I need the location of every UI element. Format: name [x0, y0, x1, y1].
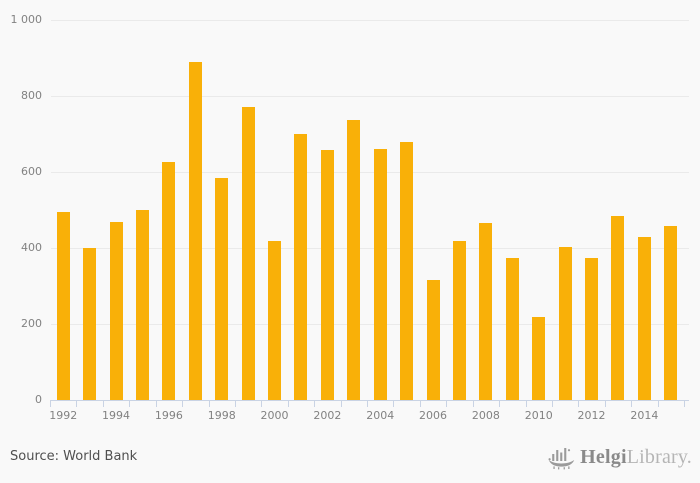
x-axis-tick [314, 400, 316, 407]
bar-2015 [664, 226, 678, 400]
x-axis-tick [340, 400, 342, 407]
y-axis-label-600: 600 [21, 165, 42, 178]
x-axis-tick [472, 400, 474, 407]
x-axis-label-1996: 1996 [154, 409, 183, 422]
bar-1997 [188, 62, 202, 400]
x-axis-label-2000: 2000 [260, 409, 289, 422]
x-axis-tick [604, 400, 606, 407]
bar-1998 [215, 178, 229, 400]
x-axis-label-2004: 2004 [366, 409, 395, 422]
bar-2007 [452, 241, 466, 400]
bar-1992 [56, 212, 70, 400]
plot-area: 0 200 400 600 800 1 000 1992 1994 1996 1998 2000 20… [11, 14, 689, 422]
gridline-800 [51, 96, 689, 97]
gridline-200 [51, 324, 689, 325]
x-axis-tick [367, 400, 368, 407]
bar-2001 [294, 134, 308, 400]
bar-1995 [135, 210, 149, 400]
logo-text-primary: Helgi [580, 446, 627, 468]
x-axis-tick [50, 400, 51, 407]
bar-1993 [83, 248, 97, 400]
x-axis-label-1998: 1998 [207, 409, 236, 422]
x-axis-tick [208, 400, 210, 407]
x-axis-tick [525, 400, 527, 407]
bar-2014 [637, 237, 651, 400]
x-axis-tick [76, 400, 78, 407]
y-axis-label-400: 400 [21, 241, 42, 254]
bar-2009 [505, 258, 519, 400]
x-axis-tick [446, 400, 448, 407]
bar-1996 [162, 162, 176, 400]
x-axis-tick [393, 400, 395, 407]
bar-2005 [400, 142, 414, 400]
x-axis-tick [657, 400, 659, 407]
x-axis-label-1994: 1994 [102, 409, 131, 422]
x-axis-label-2014: 2014 [630, 409, 659, 422]
bar-2013 [611, 216, 625, 400]
helgi-library-logo: Helgi Library. [548, 444, 692, 471]
x-axis-label-2012: 2012 [577, 409, 606, 422]
x-axis-tick [419, 400, 421, 407]
x-axis-tick [102, 400, 104, 407]
x-axis-label-2010: 2010 [524, 409, 553, 422]
x-axis-tick [578, 400, 580, 407]
bar-1994 [109, 222, 123, 400]
bar-2006 [426, 280, 440, 400]
bar-2012 [585, 258, 599, 400]
bar-1999 [241, 107, 255, 400]
x-axis-tick [551, 400, 553, 407]
bar-2002 [320, 150, 334, 400]
gridline-1000 [51, 20, 689, 21]
x-axis-tick [129, 400, 131, 407]
x-axis-line [50, 400, 689, 401]
source-label: Source: World Bank [10, 449, 138, 464]
y-axis-label-0: 0 [35, 393, 42, 406]
x-axis-tick [287, 400, 289, 407]
bar-2004 [373, 149, 387, 400]
x-axis-tick [155, 400, 157, 407]
x-axis-label-1992: 1992 [49, 409, 78, 422]
x-axis-label-2006: 2006 [419, 409, 448, 422]
x-axis-tick [499, 400, 501, 407]
x-axis-tick [261, 400, 263, 407]
x-axis-tick [182, 400, 184, 407]
bar-2011 [558, 247, 572, 400]
logo-text-secondary: Library. [626, 446, 692, 468]
y-axis-label-200: 200 [21, 317, 42, 330]
x-axis-tick [684, 400, 685, 407]
x-axis-label-2008: 2008 [471, 409, 500, 422]
x-axis-label-2002: 2002 [313, 409, 342, 422]
x-axis-tick [631, 400, 633, 407]
bar-2010 [532, 317, 546, 400]
gridline-400 [51, 248, 689, 249]
x-axis-tick [234, 400, 236, 407]
y-axis-label-800: 800 [21, 89, 42, 102]
bar-2000 [268, 241, 282, 400]
viking-ship-icon [548, 448, 575, 470]
bar-2003 [347, 120, 361, 400]
bar-2008 [479, 223, 493, 400]
y-axis-label-1000: 1 000 [10, 13, 43, 26]
gridline-600 [51, 172, 689, 173]
